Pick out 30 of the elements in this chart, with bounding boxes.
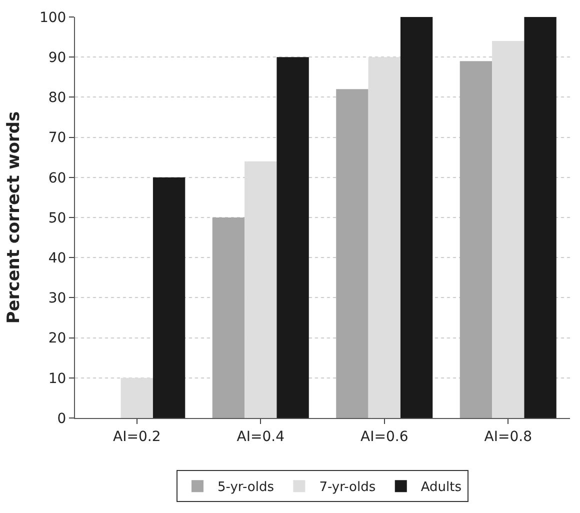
bar — [336, 89, 368, 418]
bar — [152, 177, 186, 418]
y-tick-label: 90 — [48, 50, 66, 66]
bar — [524, 17, 556, 418]
x-tick-label: AI=0.2 — [113, 428, 161, 445]
bar — [276, 57, 309, 418]
bar — [244, 161, 277, 418]
bar — [368, 57, 400, 418]
legend-label: Adults — [420, 480, 462, 496]
bar — [212, 218, 245, 418]
bar — [120, 378, 153, 418]
x-tick-label: AI=0.8 — [484, 428, 532, 445]
y-tick-label: 20 — [48, 330, 66, 347]
bar — [400, 17, 433, 418]
y-axis-title: Percent correct words — [4, 111, 24, 324]
y-tick-label: 30 — [48, 290, 66, 307]
y-tick-label: 50 — [48, 210, 66, 226]
x-tick-label: AI=0.4 — [236, 428, 285, 445]
y-tick-label: 80 — [48, 90, 66, 106]
legend-label: 7-yr-olds — [319, 480, 376, 496]
y-tick-label: 40 — [48, 250, 66, 266]
y-tick-label: 70 — [48, 130, 66, 146]
bar — [460, 61, 492, 418]
y-tick-label: 10 — [48, 370, 66, 387]
x-tick-label: AI=0.6 — [360, 428, 408, 445]
y-tick-label: 100 — [39, 10, 66, 26]
bar — [492, 41, 524, 418]
y-tick-label: 60 — [48, 170, 66, 186]
legend-label: 5-yr-olds — [218, 480, 274, 496]
y-tick-label: 0 — [57, 410, 66, 427]
